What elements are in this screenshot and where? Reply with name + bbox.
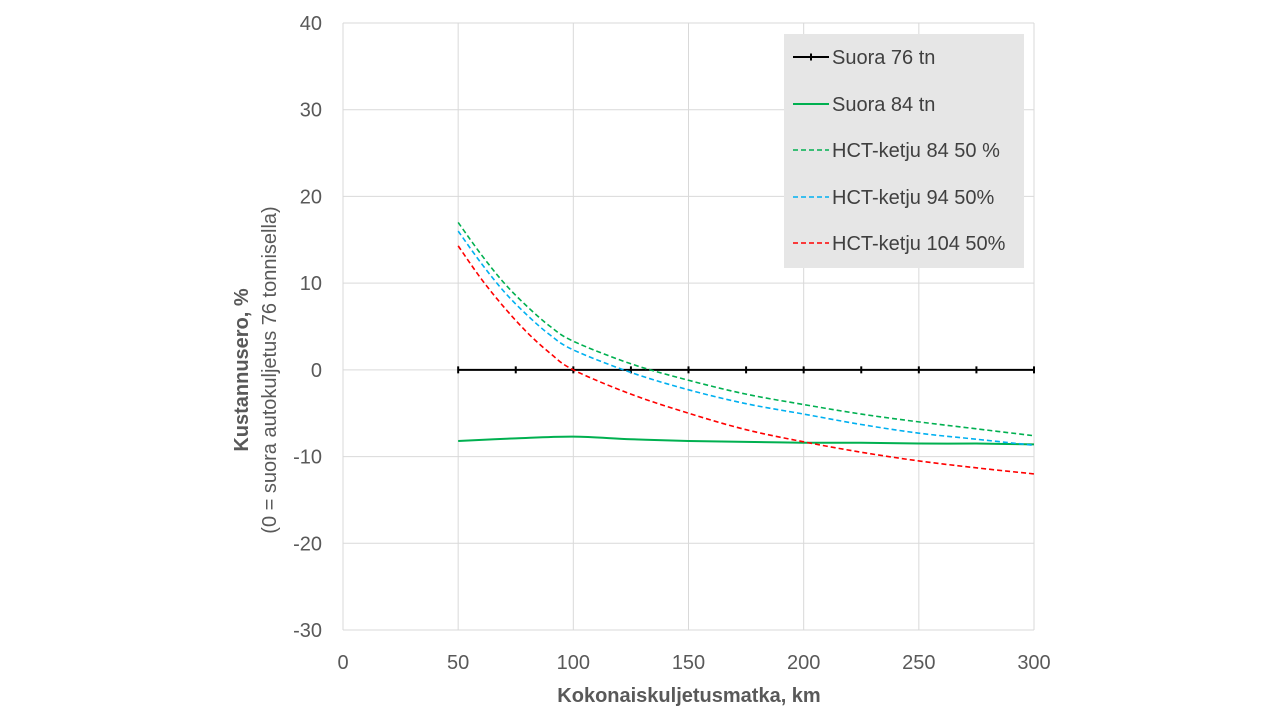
- y-axis-ticks: -30 -20 -10 0 10 20 30 40: [293, 13, 322, 642]
- y-axis-title: Kustannusero, %: [231, 288, 253, 452]
- x-tick-label: 200: [787, 652, 820, 674]
- x-tick-label: 100: [557, 652, 590, 674]
- x-tick-label: 0: [337, 652, 348, 674]
- legend-label: HCT-ketju 84 50 %: [832, 140, 1000, 162]
- series-3-line: [457, 230, 1035, 447]
- x-tick-label: 250: [902, 652, 935, 674]
- y-tick-label: 10: [300, 273, 322, 295]
- x-tick-label: 50: [447, 652, 469, 674]
- y-tick-label: 0: [311, 360, 322, 382]
- y-tick-label: 20: [300, 186, 322, 208]
- gridlines: [342, 22, 1035, 631]
- x-axis-title: Kokonaiskuljetusmatka, km: [557, 685, 820, 707]
- legend-label: Suora 76 tn: [832, 47, 935, 69]
- legend-background: [784, 34, 1024, 268]
- x-axis-ticks: 0 50 100 150 200 250 300: [337, 652, 1050, 674]
- x-tick-label: 300: [1017, 652, 1050, 674]
- y-tick-label: 40: [300, 13, 322, 35]
- y-tick-label: -20: [293, 533, 322, 555]
- y-tick-label: -30: [293, 620, 322, 642]
- legend-label: HCT-ketju 104 50%: [832, 233, 1006, 255]
- x-tick-label: 150: [672, 652, 705, 674]
- y-tick-label: -10: [293, 447, 322, 469]
- legend-label: Suora 84 tn: [832, 94, 935, 116]
- y-tick-label: 30: [300, 100, 322, 122]
- series-lines: [457, 221, 1035, 475]
- y-axis-title-group: Kustannusero, %: [231, 288, 253, 452]
- series-2-line: [457, 221, 1035, 437]
- legend: Suora 76 tn Suora 84 tn HCT-ketju 84 50 % H…: [784, 34, 1024, 268]
- series-1-line: [458, 435, 1035, 446]
- y-axis-subtitle-group: (0 = suora autokuljetus 76 tonnisella): [259, 206, 281, 533]
- y-axis-subtitle: (0 = suora autokuljetus 76 tonnisella): [259, 206, 281, 533]
- series-4-line: [457, 245, 1035, 475]
- legend-label: HCT-ketju 94 50%: [832, 187, 995, 209]
